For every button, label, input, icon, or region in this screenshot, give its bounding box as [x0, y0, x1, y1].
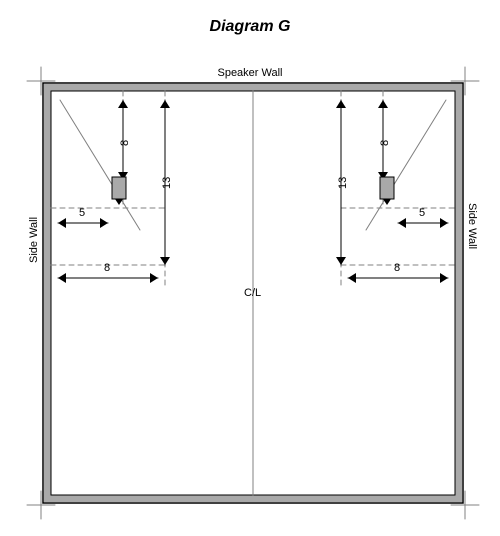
- dim-left-v13: 13: [161, 176, 173, 188]
- label-centerline: C/L: [244, 287, 261, 299]
- dim-right-v13: 13: [337, 176, 349, 188]
- dim-left-h5: 5: [79, 207, 85, 219]
- diagram-stage: Diagram G Speaker Wall Side Wall Side Wa…: [0, 0, 500, 536]
- diagram-title: Diagram G: [0, 18, 500, 36]
- label-speaker-wall: Speaker Wall: [0, 67, 500, 79]
- dim-right-h5: 5: [419, 207, 425, 219]
- label-side-wall-right: Side Wall: [466, 203, 478, 249]
- diagram-svg: [0, 0, 500, 536]
- dim-right-h8: 8: [394, 262, 400, 274]
- dim-left-v8: 8: [119, 140, 131, 146]
- dim-right-v8: 8: [379, 140, 391, 146]
- dim-left-h8: 8: [104, 262, 110, 274]
- label-side-wall-left: Side Wall: [28, 217, 40, 263]
